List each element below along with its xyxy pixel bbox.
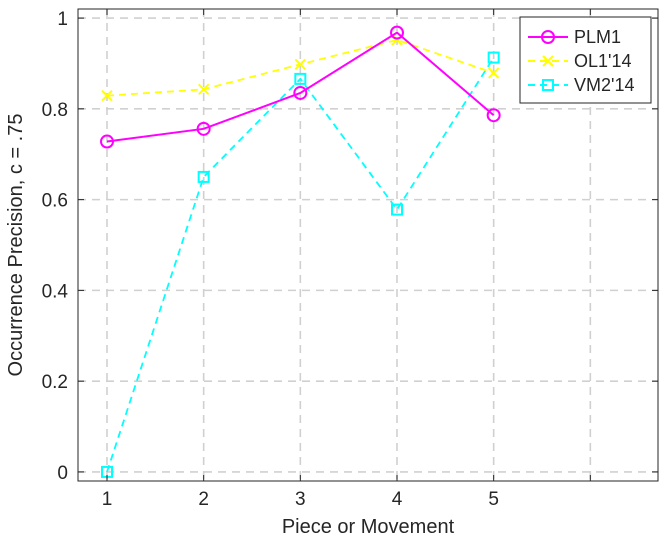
series-layer: [100, 25, 501, 478]
data-point-ol1-14-stroke: [197, 83, 210, 96]
legend-label-vm2-14: VM2'14: [574, 75, 634, 95]
legend-item-ol1-14: OL1'14: [528, 51, 631, 71]
legend: PLM1 OL1'14 VM2'14: [519, 16, 652, 104]
data-point-ol1-14: [197, 83, 210, 96]
x-axis-title: Piece or Movement: [282, 516, 455, 538]
y-tick-label: 0.2: [42, 372, 68, 393]
data-point-ol1-14-stroke: [487, 67, 500, 79]
legend-label-ol1-14: OL1'14: [574, 51, 631, 71]
data-point-plm1: [293, 85, 308, 100]
data-point-ol1-14: [101, 89, 113, 102]
data-point-plm1: [196, 121, 211, 136]
y-tick-label: 1: [57, 9, 68, 30]
legend-marker-ol1-14: [542, 55, 554, 67]
x-tick-label: 1: [102, 489, 113, 510]
data-point-plm1: [486, 108, 501, 123]
series-ol1-14: [101, 34, 500, 102]
y-tick-label: 0.8: [42, 100, 68, 121]
legend-marker-plm1: [541, 30, 555, 44]
data-point-vm2-14: [197, 170, 210, 183]
x-tick-label: 4: [392, 489, 403, 510]
legend-marker-vm2-14: [542, 79, 554, 91]
legend-item-plm1: PLM1: [528, 27, 621, 47]
data-point-plm1: [390, 25, 404, 40]
x-tick-label: 3: [295, 489, 306, 510]
series-plm1: [100, 25, 501, 149]
y-axis-title: Occurrence Precision, c = .75: [5, 114, 27, 377]
data-point-ol1-14-stroke: [101, 89, 113, 102]
y-tick-label: 0.6: [42, 191, 68, 212]
plot-frame: [77, 8, 659, 482]
x-tick-label: 5: [488, 489, 499, 510]
legend-label-plm1: PLM1: [574, 27, 621, 47]
legend-marker-ol1-14-stroke: [542, 55, 554, 67]
data-point-ol1-14: [294, 58, 307, 71]
grid: [78, 9, 658, 481]
data-point-ol1-14-stroke: [294, 58, 307, 71]
data-point-vm2-14: [391, 203, 403, 216]
y-tick-label: 0.4: [42, 281, 69, 302]
series-line-vm2-14: [106, 57, 495, 473]
data-point-ol1-14: [487, 67, 500, 79]
series-line-plm1: [106, 31, 495, 143]
x-tick-label: 2: [198, 489, 209, 510]
data-point-vm2-14: [487, 51, 500, 64]
y-tick-label: 0: [57, 463, 68, 484]
legend-item-vm2-14: VM2'14: [528, 75, 634, 95]
data-point-plm1: [100, 134, 114, 149]
series-vm2-14: [101, 51, 500, 478]
ticks: 1 2 3 4 5 0 0.2 0.4 0.6 0.8 1: [42, 9, 658, 510]
data-point-vm2-14: [294, 72, 307, 85]
